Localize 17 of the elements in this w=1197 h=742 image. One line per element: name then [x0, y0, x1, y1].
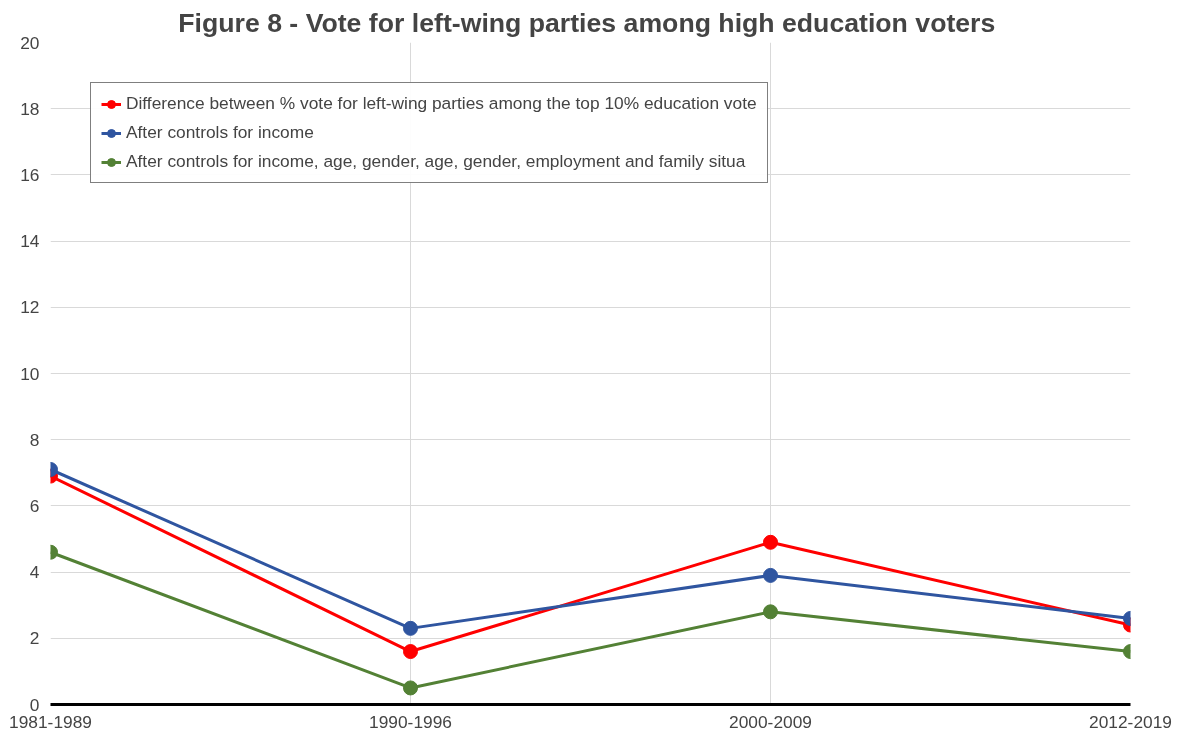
- y-tick-label: 18: [20, 98, 40, 119]
- x-tick-label: 2000-2009: [729, 711, 812, 732]
- legend-label: After controls for income: [126, 122, 314, 143]
- chart-title: Figure 8 - Vote for left-wing parties among high education voters: [178, 7, 996, 38]
- y-tick-label: 2: [29, 628, 40, 649]
- legend-label: After controls for income, age, gender, age, gender, employment and family situa: [126, 151, 746, 172]
- y-tick-label: 12: [20, 297, 40, 318]
- x-tick-label: 2012-2019: [1089, 711, 1172, 732]
- y-tick-label: 6: [29, 495, 40, 516]
- y-tick-label: 10: [20, 363, 40, 384]
- y-tick-label: 14: [20, 231, 40, 252]
- y-tick-label: 16: [20, 164, 40, 185]
- x-tick-label: 1990-1996: [369, 711, 452, 732]
- y-tick-label: 4: [29, 562, 40, 583]
- y-tick-label: 8: [29, 429, 40, 450]
- y-tick-label: 20: [20, 32, 40, 53]
- legend-label: Difference between % vote for left-wing parties among the top 10% education vote: [126, 93, 757, 114]
